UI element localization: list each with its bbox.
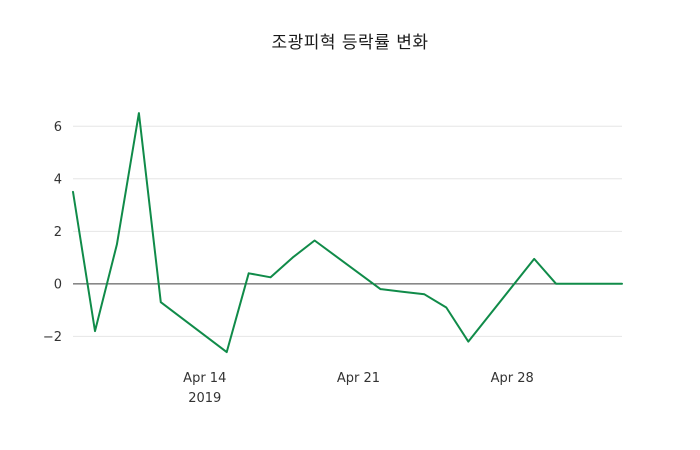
x-tick-sublabel: 2019 <box>188 391 221 406</box>
y-tick-label: 0 <box>54 277 62 292</box>
y-tick-label: 4 <box>54 172 62 187</box>
x-tick-label: Apr 14 <box>183 371 226 386</box>
x-tick-label: Apr 21 <box>337 371 380 386</box>
x-tick-label: Apr 28 <box>491 371 534 386</box>
series-line <box>72 112 623 354</box>
y-tick-label: −2 <box>43 330 62 345</box>
y-tick-label: 2 <box>54 225 62 240</box>
y-tick-label: 6 <box>54 120 62 135</box>
chart-title: 조광피혁 등락률 변화 <box>271 33 429 53</box>
